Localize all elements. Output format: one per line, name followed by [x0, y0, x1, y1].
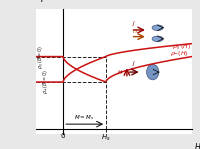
Text: $J$: $J$	[132, 19, 136, 28]
Ellipse shape	[147, 64, 159, 80]
Text: $H$: $H$	[117, 68, 123, 76]
Text: $\rho$: $\rho$	[40, 0, 48, 4]
Text: $J$: $J$	[132, 59, 136, 68]
Text: $\rho_{\parallel}(B{=}0)$: $\rho_{\parallel}(B{=}0)$	[37, 45, 47, 69]
Text: $H_{ext}$: $H_{ext}$	[194, 142, 200, 149]
Ellipse shape	[152, 36, 163, 42]
Ellipse shape	[152, 25, 163, 31]
Text: $\rho_{\parallel}(H)$: $\rho_{\parallel}(H)$	[172, 43, 191, 53]
Text: $M = M_s$: $M = M_s$	[74, 113, 95, 122]
Text: $\rho_{\perp}(B{=}0)$: $\rho_{\perp}(B{=}0)$	[41, 70, 50, 94]
Text: $\rho_{-}(H)$: $\rho_{-}(H)$	[170, 49, 189, 58]
Text: $H$: $H$	[132, 27, 138, 35]
